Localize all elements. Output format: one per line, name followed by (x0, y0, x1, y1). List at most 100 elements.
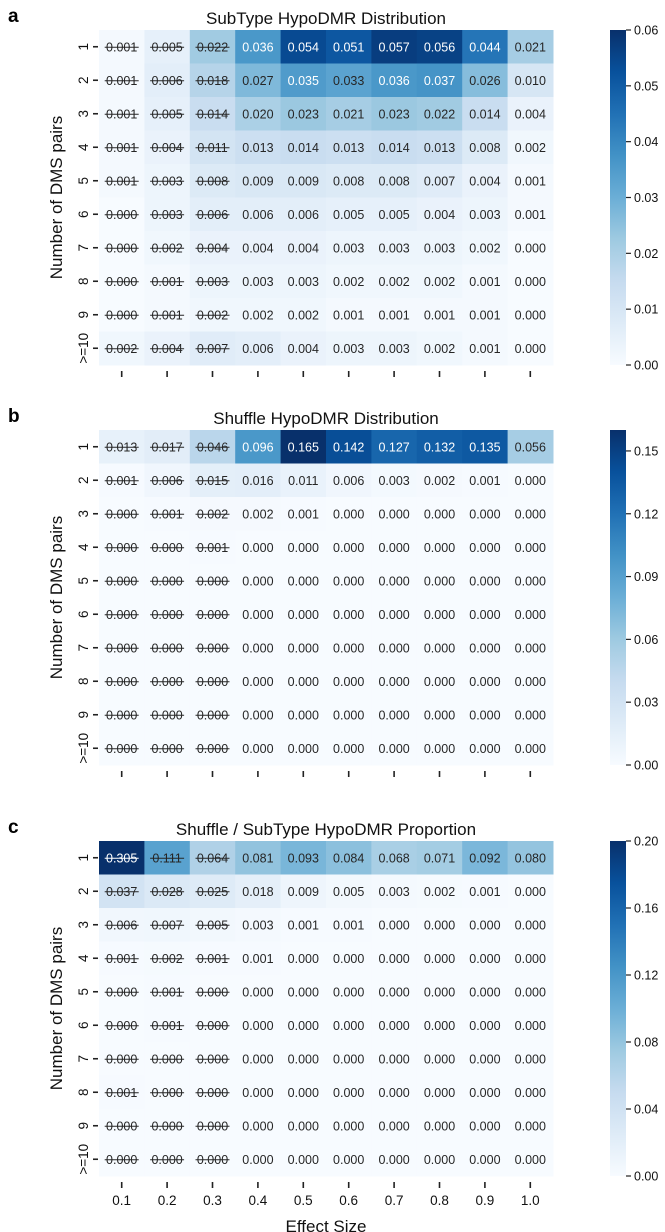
chart-title: Shuffle HypoDMR Distribution (213, 409, 439, 428)
heatmap-cell (280, 231, 327, 265)
cell-value-label: 0.006 (242, 342, 273, 356)
heatmap-cell (371, 1109, 418, 1143)
cell-value-label: 0.000 (515, 342, 546, 356)
cell-value-label: 0.096 (242, 440, 273, 454)
cell-value-label: 0.000 (515, 1153, 546, 1167)
cell-value-label: 0.022 (424, 107, 455, 121)
heatmap-cell (416, 197, 463, 232)
cell-value-label: 0.000 (424, 1019, 455, 1033)
heatmap-cell (462, 530, 509, 565)
y-tick-label: 7 (76, 1055, 91, 1063)
cell-value-label: 0.044 (469, 40, 500, 54)
heatmap-cell (416, 874, 463, 909)
heatmap-cell (371, 197, 418, 232)
cell-value-label: 0.001 (469, 474, 500, 488)
cell-value-label: 0.000 (424, 708, 455, 722)
heatmap-cell (371, 164, 418, 198)
heatmap-cell (507, 1042, 554, 1076)
cell-value-label: 0.014 (378, 141, 409, 155)
cell-value-label: 0.000 (288, 1119, 319, 1133)
cell-value-label: 0.001 (469, 342, 500, 356)
cell-value-label: 0.002 (242, 308, 273, 322)
heatmap-cell (462, 97, 509, 131)
heatmap-cell (326, 164, 372, 198)
cell-value-label: 0.000 (424, 641, 455, 655)
cell-value-label: 0.004 (515, 107, 546, 121)
colorbar-tick-label: 0.12 (634, 507, 658, 521)
heatmap-cell (326, 231, 372, 265)
heatmap-cell (462, 631, 509, 665)
heatmap-cell (507, 597, 554, 632)
heatmap-cell (235, 1109, 282, 1143)
heatmap-cell (507, 975, 554, 1009)
cell-value-label: 0.003 (242, 275, 273, 289)
heatmap-cell (416, 731, 463, 766)
heatmap-cell (416, 30, 463, 64)
heatmap-cell (371, 30, 418, 64)
colorbar-gradient (610, 30, 626, 365)
cell-value-label: 0.008 (378, 174, 409, 188)
cell-value-label: 0.002 (242, 507, 273, 521)
heatmap-cell (326, 908, 372, 942)
y-tick-label: >=10 (76, 733, 91, 764)
heatmap-cell (326, 264, 372, 299)
x-tick-label: 0.4 (249, 1193, 268, 1208)
cell-value-label: 0.135 (469, 440, 500, 454)
cell-value-label: 0.000 (424, 507, 455, 521)
cell-value-label: 0.000 (242, 1052, 273, 1066)
heatmap-cell (416, 530, 463, 565)
heatmap-cell (507, 197, 554, 232)
colorbar-tick-label: 0.16 (634, 902, 658, 916)
cell-value-label: 0.000 (333, 507, 364, 521)
heatmap-cell (507, 264, 554, 299)
panel-label: a (8, 6, 19, 27)
cell-value-label: 0.027 (242, 74, 273, 88)
cell-value-label: 0.013 (333, 141, 364, 155)
heatmap-cell (280, 530, 327, 565)
cell-value-label: 0.000 (288, 1086, 319, 1100)
cell-value-label: 0.003 (242, 918, 273, 932)
panel-label: c (8, 817, 19, 838)
y-tick-label: 3 (76, 921, 91, 929)
cell-value-label: 0.084 (333, 851, 364, 865)
cell-value-label: 0.000 (469, 742, 500, 756)
heatmap-cell (235, 975, 282, 1009)
heatmap-cell (507, 63, 554, 98)
y-tick-label: 4 (76, 543, 91, 551)
heatmap-cell (416, 430, 463, 464)
heatmap-cell (326, 497, 372, 531)
heatmap-cell (416, 841, 463, 875)
cell-value-label: 0.000 (378, 641, 409, 655)
cell-value-label: 0.000 (424, 1119, 455, 1133)
heatmap-cell (280, 1109, 327, 1143)
cell-value-label: 0.002 (469, 241, 500, 255)
cell-value-label: 0.000 (242, 1153, 273, 1167)
heatmap-cell (326, 597, 372, 632)
heatmap-cell (416, 63, 463, 98)
heatmap-cell (235, 1142, 282, 1177)
colorbar-tick-label: 0.04 (634, 135, 658, 149)
heatmap-cell (371, 874, 418, 909)
cell-value-label: 0.000 (515, 574, 546, 588)
colorbar-tick-label: 0.06 (634, 633, 658, 647)
cell-value-label: 0.005 (378, 208, 409, 222)
y-tick-label: 8 (76, 677, 91, 685)
cell-value-label: 0.021 (333, 107, 364, 121)
cell-value-label: 0.001 (288, 507, 319, 521)
y-tick-label: 9 (76, 311, 91, 319)
heatmap-cell (280, 1075, 327, 1110)
heatmap-cell (371, 1142, 418, 1177)
x-tick-label: 0.2 (158, 1193, 177, 1208)
heatmap-cell (326, 1075, 372, 1110)
cell-value-label: 0.000 (333, 541, 364, 555)
cell-value-label: 0.035 (288, 74, 319, 88)
heatmap-cell (416, 564, 463, 598)
heatmap-cell (326, 698, 372, 732)
heatmap-cell (416, 597, 463, 632)
heatmap-cell (326, 564, 372, 598)
cell-value-label: 0.000 (424, 1153, 455, 1167)
cell-value-label: 0.000 (515, 608, 546, 622)
cell-value-label: 0.001 (378, 308, 409, 322)
cell-value-label: 0.000 (333, 1019, 364, 1033)
cell-value-label: 0.132 (424, 440, 455, 454)
